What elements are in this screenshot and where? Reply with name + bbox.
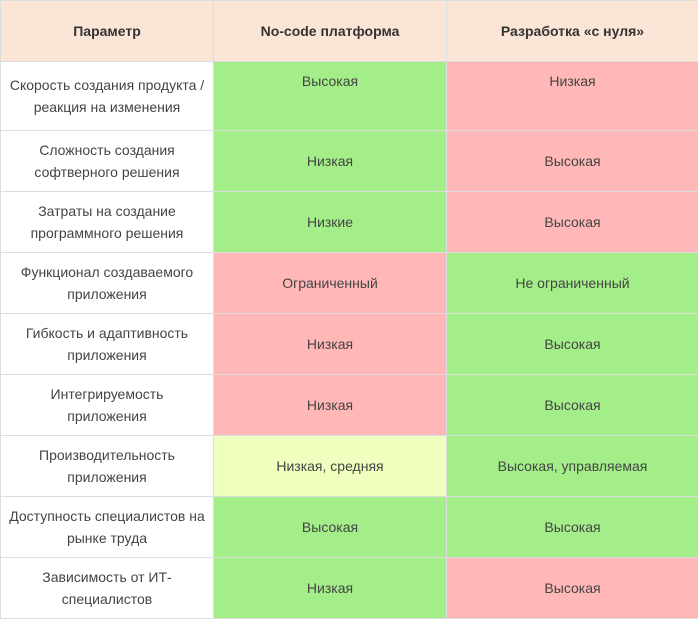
nocode-cell: Ограниченный [213, 252, 447, 314]
table-row: Затраты на создание программного решения… [0, 191, 698, 253]
nocode-cell: Высокая [213, 496, 447, 558]
custom-cell: Высокая, управляемая [446, 435, 698, 497]
nocode-cell: Высокая [213, 61, 447, 131]
header-nocode: No-code платформа [213, 0, 447, 62]
nocode-cell: Низкая [213, 130, 447, 192]
header-row: Параметр No-code платформа Разработка «с… [0, 0, 698, 62]
header-custom: Разработка «с нуля» [446, 0, 698, 62]
custom-cell: Высокая [446, 557, 698, 619]
custom-cell: Высокая [446, 313, 698, 375]
nocode-cell: Низкая [213, 313, 447, 375]
table-row: Доступность специалистов на рынке труда … [0, 496, 698, 558]
parameter-cell: Скорость создания продукта / реакция на … [0, 61, 214, 131]
parameter-cell: Интегрируемость приложения [0, 374, 214, 436]
parameter-cell: Гибкость и адаптивность приложения [0, 313, 214, 375]
nocode-cell: Низкая [213, 557, 447, 619]
nocode-cell: Низкая [213, 374, 447, 436]
parameter-cell: Сложность создания софтверного решения [0, 130, 214, 192]
nocode-cell: Низкая, средняя [213, 435, 447, 497]
custom-cell: Высокая [446, 191, 698, 253]
parameter-cell: Зависимость от ИТ-специалистов [0, 557, 214, 619]
table-row: Скорость создания продукта / реакция на … [0, 61, 698, 131]
parameter-cell: Доступность специалистов на рынке труда [0, 496, 214, 558]
parameter-cell: Функционал создаваемого приложения [0, 252, 214, 314]
table-row: Гибкость и адаптивность приложения Низка… [0, 313, 698, 375]
parameter-cell: Производительность приложения [0, 435, 214, 497]
custom-cell: Низкая [446, 61, 698, 131]
custom-cell: Высокая [446, 374, 698, 436]
table-row: Производительность приложения Низкая, ср… [0, 435, 698, 497]
custom-cell: Высокая [446, 496, 698, 558]
table-row: Зависимость от ИТ-специалистов Низкая Вы… [0, 557, 698, 619]
nocode-cell: Низкие [213, 191, 447, 253]
table-row: Функционал создаваемого приложения Огран… [0, 252, 698, 314]
parameter-cell: Затраты на создание программного решения [0, 191, 214, 253]
custom-cell: Высокая [446, 130, 698, 192]
header-parameter: Параметр [0, 0, 214, 62]
table-row: Сложность создания софтверного решения Н… [0, 130, 698, 192]
custom-cell: Не ограниченный [446, 252, 698, 314]
table-row: Интегрируемость приложения Низкая Высока… [0, 374, 698, 436]
